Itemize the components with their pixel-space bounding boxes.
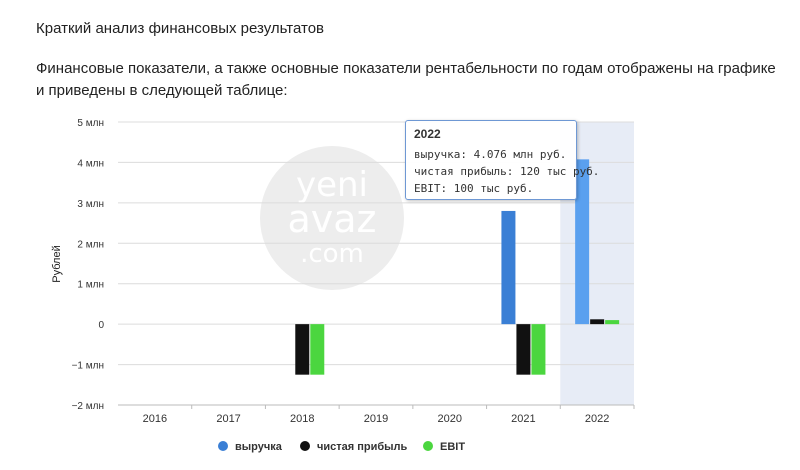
x-tick-label: 2017 — [216, 413, 240, 425]
bar-ebit[interactable] — [605, 320, 620, 325]
bar-ebit[interactable] — [531, 324, 546, 375]
bar-revenue[interactable] — [501, 210, 516, 325]
legend-label-revenue[interactable]: выручка — [235, 441, 283, 453]
chart-tooltip: 2022 выручка: 4.076 млн руб. чистая приб… — [405, 120, 600, 200]
x-tick-label: 2020 — [437, 413, 461, 425]
bar-revenue[interactable] — [575, 159, 590, 325]
y-tick-label: 2 млн — [77, 239, 104, 250]
x-tick-label: 2016 — [143, 413, 167, 425]
section-heading: Краткий анализ финансовых результатов — [36, 20, 325, 37]
y-tick-label: 0 — [98, 320, 104, 331]
x-tick-label: 2019 — [364, 413, 388, 425]
bar-ebit[interactable] — [310, 324, 325, 375]
y-tick-label: −2 млн — [72, 401, 104, 412]
x-tick-label: 2021 — [511, 413, 535, 425]
section-paragraph: Финансовые показатели, а также основные … — [36, 60, 776, 99]
x-tick-label: 2018 — [290, 413, 314, 425]
legend-label-net-profit[interactable]: чистая прибыль — [317, 441, 408, 453]
watermark-circle — [260, 146, 404, 290]
tooltip-row-revenue: выручка: 4.076 млн руб. — [414, 148, 567, 161]
bar-net-profit[interactable] — [516, 324, 531, 375]
y-axis-label: Рублей — [51, 245, 63, 282]
legend-marker-ebit[interactable] — [423, 441, 433, 451]
y-tick-label: 3 млн — [77, 199, 104, 210]
y-tick-label: −1 млн — [72, 361, 104, 372]
bar-net-profit[interactable] — [590, 319, 605, 325]
x-tick-label: 2022 — [585, 413, 609, 425]
tooltip-row-net-profit: чистая прибыль: 120 тыс руб. — [414, 165, 600, 178]
watermark-text: yeni — [296, 165, 368, 205]
watermark-text: avaz — [287, 197, 376, 241]
legend-marker-net-profit[interactable] — [300, 441, 310, 451]
tooltip-row-ebit: EBIT: 100 тыс руб. — [414, 182, 534, 195]
legend-label-ebit[interactable]: EBIT — [440, 441, 465, 453]
y-tick-label: 4 млн — [77, 158, 104, 169]
watermark-text: .com — [300, 239, 364, 269]
legend-marker-revenue[interactable] — [218, 441, 228, 451]
y-tick-label: 1 млн — [77, 280, 104, 291]
bar-net-profit[interactable] — [295, 324, 310, 375]
tooltip-title: 2022 — [414, 127, 441, 141]
y-tick-label: 5 млн — [77, 118, 104, 129]
